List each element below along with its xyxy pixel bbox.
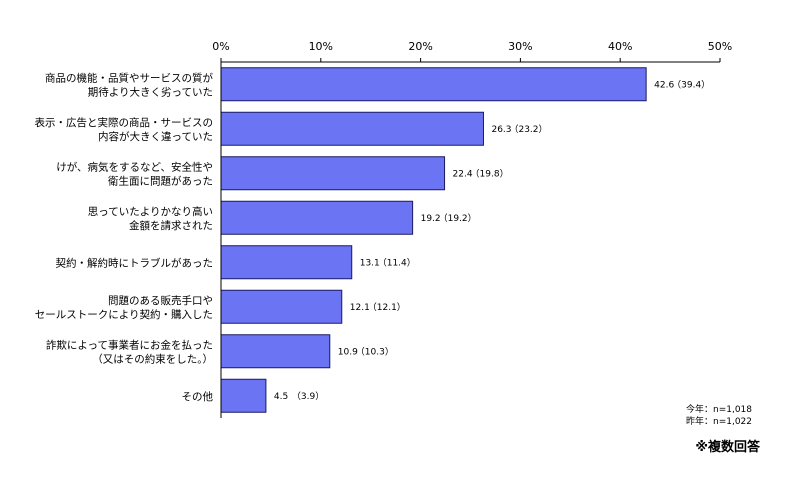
category-label: 思っていたよりかなり高い <box>88 205 213 218</box>
bar <box>220 289 343 324</box>
bar <box>220 111 484 146</box>
previous-year-value-label: （39.4） <box>672 79 710 90</box>
category-label: 問題のある販売手口や <box>108 294 213 307</box>
category-label: 商品の機能・品質やサービスの質が <box>45 71 213 84</box>
x-tick-label: 20% <box>408 40 432 53</box>
x-tick-label: 10% <box>309 40 333 53</box>
value-label: 12.1 <box>350 303 370 313</box>
x-axis-ticks: 0% 10% 20% 30% 40% 50% <box>212 40 732 62</box>
category-label: けが、病気をするなど、安全性や <box>56 160 213 173</box>
bar <box>220 334 331 369</box>
multiple-answer-note: ※複数回答 <box>695 440 760 455</box>
previous-year-value-label: （12.1） <box>368 302 406 313</box>
previous-year-value-label: （19.8） <box>471 168 509 179</box>
bar <box>220 245 353 280</box>
category-label: 契約・解約時にトラブルがあった <box>56 256 214 269</box>
previous-year-value-label: （19.2） <box>439 213 477 224</box>
category-label: その他 <box>182 390 214 403</box>
category-label: セールストークにより契約・購入した <box>35 308 213 321</box>
category-label: 金額を請求された <box>129 219 213 232</box>
x-tick-label: 40% <box>608 40 632 53</box>
category-label: 衛生面に問題があった <box>108 174 213 187</box>
category-label: 期待より大きく劣っていた <box>88 85 213 98</box>
category-label: 表示・広告と実際の商品・サービスの <box>35 116 214 129</box>
value-label: 42.6 <box>654 80 674 90</box>
category-label: 内容が大きく違っていた <box>98 130 213 143</box>
bar <box>220 200 414 235</box>
category-label: 詐欺によって事業者にお金を払った <box>46 338 213 351</box>
bar <box>220 378 267 413</box>
category-label: （又はその約束をした。） <box>92 352 213 365</box>
value-label: 26.3 <box>491 125 511 135</box>
value-label: 13.1 <box>360 258 380 268</box>
axes <box>220 61 720 418</box>
last-year-sample-size: 昨年：n=1,022 <box>685 417 752 427</box>
x-tick-label: 30% <box>508 40 532 53</box>
value-label: 10.9 <box>338 347 358 357</box>
bar <box>220 156 446 191</box>
value-label: 19.2 <box>421 214 441 224</box>
bar <box>220 67 647 102</box>
previous-year-value-label: （3.9） <box>292 391 324 402</box>
x-tick-label: 50% <box>708 40 732 53</box>
previous-year-value-label: （23.2） <box>509 124 547 135</box>
value-label: 22.4 <box>453 169 473 179</box>
previous-year-value-label: （11.4） <box>378 257 416 268</box>
value-label: 4.5 <box>274 392 288 402</box>
this-year-sample-size: 今年：n=1,018 <box>685 405 752 415</box>
x-tick-label: 0% <box>212 40 229 53</box>
previous-year-value-label: （10.3） <box>356 346 394 357</box>
